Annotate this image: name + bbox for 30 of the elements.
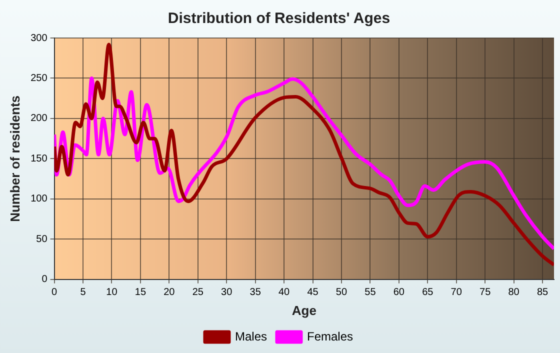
x-tick-label: 30 xyxy=(221,287,233,298)
x-tick-label: 85 xyxy=(536,287,549,298)
chart-title: Distribution of Residents' Ages xyxy=(168,10,390,28)
legend-label: Females xyxy=(307,329,354,344)
x-tick-label: 15 xyxy=(134,287,146,298)
x-tick-label: 75 xyxy=(480,287,492,298)
x-tick-label: 40 xyxy=(278,287,290,298)
x-axis-title: Age xyxy=(292,302,316,318)
y-tick-label: 300 xyxy=(30,32,48,44)
y-tick-label: 250 xyxy=(30,72,48,84)
y-tick-label: 50 xyxy=(36,234,48,245)
x-tick-label: 0 xyxy=(52,287,58,298)
x-tick-label: 25 xyxy=(192,287,204,298)
x-tick-label: 55 xyxy=(364,287,376,298)
y-tick-label: 200 xyxy=(30,113,48,124)
x-tick-label: 80 xyxy=(508,287,520,298)
x-tick-label: 45 xyxy=(307,287,319,298)
x-tick-label: 50 xyxy=(336,287,348,298)
x-tick-label: 5 xyxy=(80,287,86,298)
x-tick-label: 70 xyxy=(450,287,462,298)
x-tick-label: 65 xyxy=(422,287,434,298)
y-tick-label: 0 xyxy=(42,274,48,286)
x-tick-label: 60 xyxy=(393,287,405,298)
legend-label: Males xyxy=(234,329,268,344)
x-tick-label: 35 xyxy=(250,287,262,298)
x-tick-label: 20 xyxy=(164,287,176,298)
y-tick-label: 150 xyxy=(30,153,48,164)
y-tick-label: 100 xyxy=(30,194,48,205)
x-tick-label: 10 xyxy=(106,287,118,298)
y-axis-title: Number of residents xyxy=(7,95,22,222)
